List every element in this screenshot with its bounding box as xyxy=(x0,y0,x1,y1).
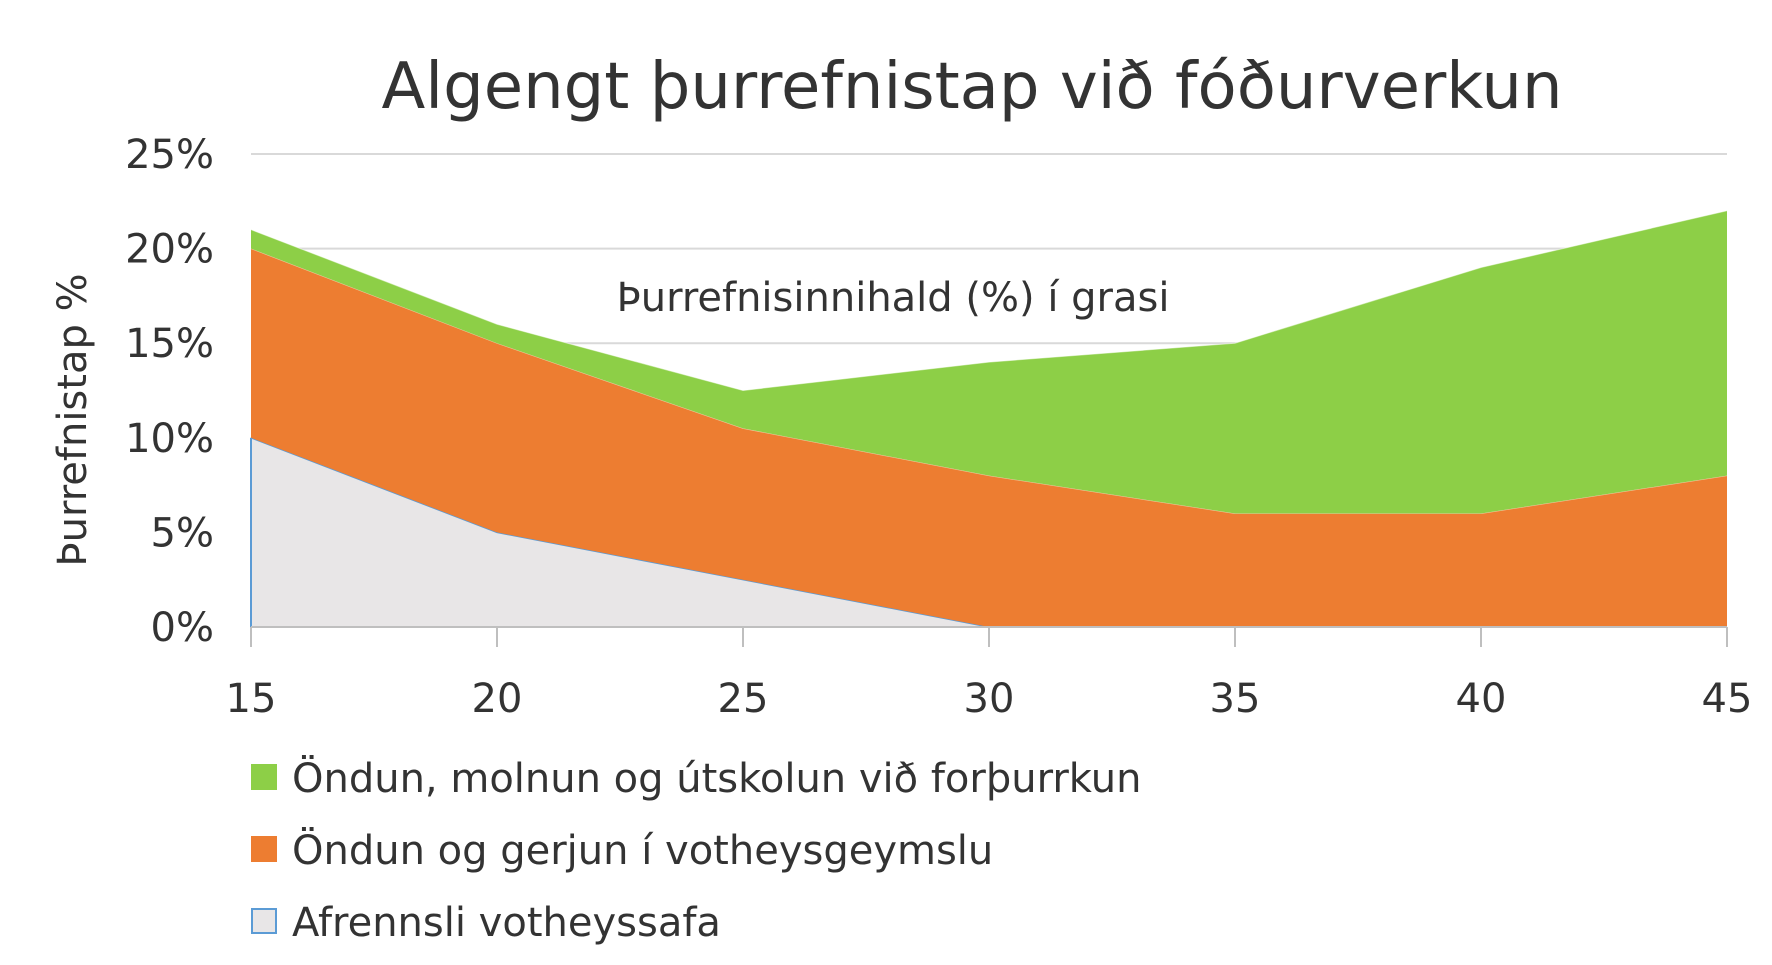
x-tick-label: 15 xyxy=(226,676,277,722)
x-tick-label: 35 xyxy=(1210,676,1261,722)
y-tick-label: 10% xyxy=(125,416,214,462)
y-tick-label: 25% xyxy=(125,132,214,178)
x-tick-label: 20 xyxy=(472,676,523,722)
chart-title: Algengt þurrefnistap við fóðurverkun xyxy=(382,50,1563,124)
legend: Öndun, molnun og útskolun við forþurrkun… xyxy=(251,754,1141,946)
legend-swatch-0 xyxy=(251,908,277,934)
y-tick-label: 0% xyxy=(151,605,214,651)
legend-label-2: Öndun, molnun og útskolun við forþurrkun xyxy=(292,754,1141,802)
y-tick-label: 20% xyxy=(125,227,214,273)
x-tick-label: 45 xyxy=(1702,676,1753,722)
legend-swatch-2 xyxy=(251,764,277,790)
x-tick-label: 30 xyxy=(964,676,1015,722)
y-tick-label: 5% xyxy=(151,510,214,556)
x-axis-label: Þurrefnisinnihald (%) í grasi xyxy=(617,275,1170,321)
plot-area xyxy=(250,210,1728,628)
legend-label-1: Öndun og gerjun í votheysgeymslu xyxy=(292,826,993,874)
legend-label-0: Afrennsli votheyssafa xyxy=(292,900,721,946)
x-axis: 15 20 25 30 35 40 45 xyxy=(226,626,1753,722)
area-series-0 xyxy=(251,437,1727,627)
x-tick-label: 25 xyxy=(718,676,769,722)
x-tick-label: 40 xyxy=(1456,676,1507,722)
y-axis-label: Þurrefnistap % xyxy=(50,273,96,566)
y-axis: 0% 5% 10% 15% 20% 25% xyxy=(125,132,214,651)
area-series-edge-2 xyxy=(250,210,1728,392)
legend-swatch-1 xyxy=(251,836,277,862)
area-series-1 xyxy=(251,248,1727,627)
y-tick-label: 15% xyxy=(125,321,214,367)
